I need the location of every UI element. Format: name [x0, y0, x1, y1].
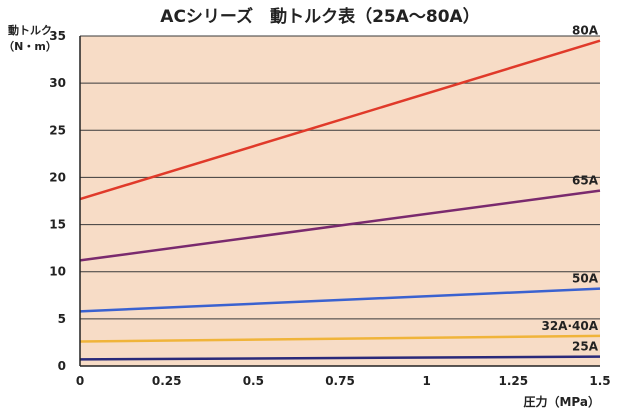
series-line-80a [79, 39, 601, 201]
series-labels: 80A 65A 50A 32A·40A 25A [541, 24, 598, 354]
series-label: 32A·40A [541, 319, 598, 333]
series-line-25a [79, 355, 601, 361]
series-line-50a [79, 287, 601, 313]
series-label: 65A [572, 174, 599, 188]
x-axis-label: 圧力（MPa） [523, 394, 600, 409]
x-tick-label: 0.75 [325, 374, 355, 388]
axes [79, 36, 600, 367]
x-tick-label: 0.5 [243, 374, 264, 388]
y-tick-label: 10 [49, 265, 66, 279]
y-tick-label: 35 [49, 29, 66, 43]
series-label: 25A [572, 340, 599, 354]
y-tick-label: 5 [58, 312, 66, 326]
chart-title: ACシリーズ 動トルク表（25A〜80A） [160, 6, 479, 27]
y-tick-labels: 0 5 10 15 20 25 30 35 [49, 29, 66, 373]
x-tick-label: 1.5 [589, 374, 610, 388]
y-tick-label: 25 [49, 123, 66, 137]
x-tick-label: 0 [76, 374, 84, 388]
y-axis-label-line2: （N・m） [3, 40, 57, 53]
grid-lines [80, 35, 600, 320]
series-lines [79, 39, 601, 361]
series-line-32a-40a [79, 334, 601, 343]
series-label: 50A [572, 272, 599, 286]
x-tick-label: 1 [422, 374, 430, 388]
series-label: 80A [572, 24, 599, 38]
x-tick-labels: 0 0.25 0.5 0.75 1 1.25 1.5 [76, 374, 611, 388]
series-line-65a [79, 189, 601, 262]
y-axis-label-line1: 動トルク [8, 23, 52, 37]
y-tick-label: 0 [58, 359, 66, 373]
y-tick-label: 20 [49, 170, 66, 184]
y-tick-label: 30 [49, 76, 66, 90]
x-tick-label: 1.25 [499, 374, 529, 388]
y-tick-label: 15 [49, 218, 66, 232]
x-tick-label: 0.25 [152, 374, 182, 388]
